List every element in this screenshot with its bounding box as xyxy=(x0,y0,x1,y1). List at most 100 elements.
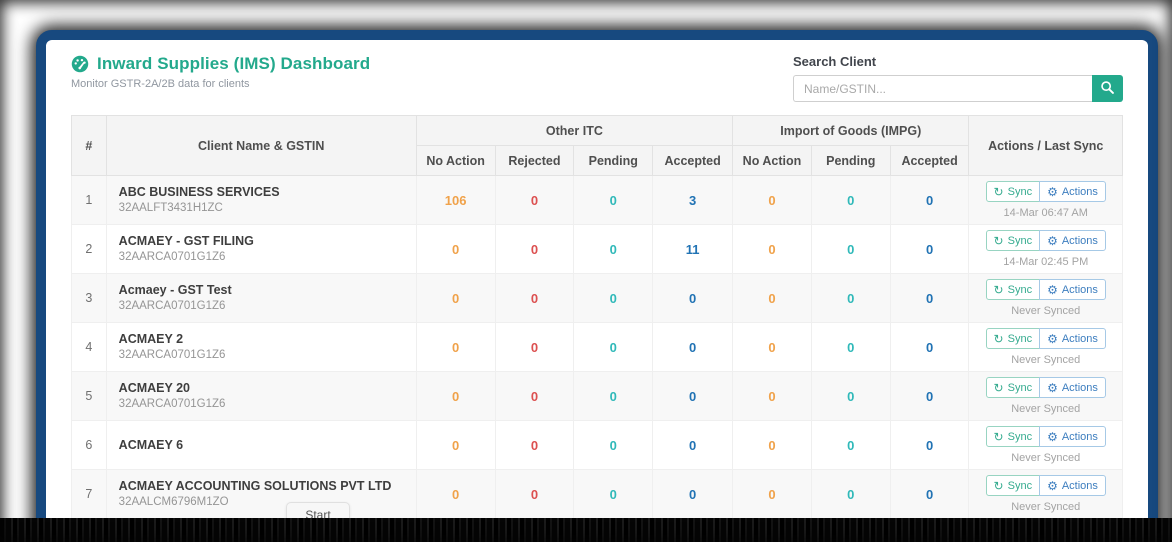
refresh-icon: ↻ xyxy=(993,184,1004,199)
impg-accepted-count: 0 xyxy=(889,322,970,372)
page-title: Inward Supplies (IMS) Dashboard xyxy=(97,54,371,73)
col-header-index: # xyxy=(71,115,107,176)
subheader-impg-pending: Pending xyxy=(810,145,891,176)
subheader-other-rejected: Rejected xyxy=(494,145,575,176)
actions-cell: ↻ Sync ⚙ Actions Never Synced xyxy=(968,420,1123,470)
impg-accepted-count: 0 xyxy=(889,420,970,470)
client-cell: ACMAEY 20 32AARCA0701G1Z6 xyxy=(105,371,417,421)
impg-pending-count: 0 xyxy=(810,175,891,225)
other-itc-accepted-count: 11 xyxy=(652,224,734,274)
impg-accepted-count: 0 xyxy=(889,469,970,519)
impg-pending-count: 0 xyxy=(810,469,891,519)
row-index: 5 xyxy=(71,371,107,421)
other-itc-no-action-count: 0 xyxy=(415,224,496,274)
other-itc-accepted-count: 3 xyxy=(652,175,734,225)
subheader-impg-no-action: No Action xyxy=(732,145,812,176)
last-sync-text: Never Synced xyxy=(1011,354,1081,366)
last-sync-text: 14-Mar 06:47 AM xyxy=(1003,207,1088,219)
other-itc-no-action-count: 106 xyxy=(415,175,496,225)
last-sync-text: 14-Mar 02:45 PM xyxy=(1003,256,1089,268)
app-window: Inward Supplies (IMS) Dashboard Monitor … xyxy=(36,30,1158,542)
table-row: 7 ACMAEY ACCOUNTING SOLUTIONS PVT LTD 32… xyxy=(71,469,1123,519)
actions-button[interactable]: ⚙ Actions xyxy=(1039,426,1106,447)
client-cell: ACMAEY ACCOUNTING SOLUTIONS PVT LTD 32AA… xyxy=(105,469,417,519)
actions-button[interactable]: ⚙ Actions xyxy=(1039,475,1106,496)
client-gstin: 32AARCA0701G1Z6 xyxy=(118,348,226,361)
table-row: 3 Acmaey - GST Test 32AARCA0701G1Z6 0 0 … xyxy=(71,273,1123,323)
actions-button[interactable]: ⚙ Actions xyxy=(1039,328,1106,349)
table-row: 5 ACMAEY 20 32AARCA0701G1Z6 0 0 0 0 0 0 … xyxy=(71,371,1123,421)
actions-cell: ↻ Sync ⚙ Actions Never Synced xyxy=(968,469,1123,519)
sync-button[interactable]: ↻ Sync xyxy=(985,426,1041,447)
clients-table: # Client Name & GSTIN Other ITC Import o… xyxy=(71,115,1123,519)
actions-cell: ↻ Sync ⚙ Actions 14-Mar 06:47 AM xyxy=(968,175,1123,225)
sync-button[interactable]: ↻ Sync xyxy=(985,377,1041,398)
col-header-client: Client Name & GSTIN xyxy=(105,115,417,176)
impg-no-action-count: 0 xyxy=(732,224,812,274)
other-itc-no-action-count: 0 xyxy=(415,273,496,323)
actions-cell: ↻ Sync ⚙ Actions Never Synced xyxy=(968,371,1123,421)
group-header-other-itc: Other ITC xyxy=(415,115,734,146)
sync-button[interactable]: ↻ Sync xyxy=(985,279,1041,300)
impg-no-action-count: 0 xyxy=(732,371,812,421)
client-gstin: 32AALCM6796M1ZO xyxy=(118,495,229,508)
header-left: Inward Supplies (IMS) Dashboard Monitor … xyxy=(71,54,370,90)
impg-accepted-count: 0 xyxy=(889,273,970,323)
impg-no-action-count: 0 xyxy=(732,322,812,372)
other-itc-pending-count: 0 xyxy=(573,322,654,372)
refresh-icon: ↻ xyxy=(993,380,1004,395)
bottom-shadow-band xyxy=(0,518,1172,542)
actions-cell: ↻ Sync ⚙ Actions Never Synced xyxy=(968,322,1123,372)
impg-pending-count: 0 xyxy=(810,273,891,323)
impg-pending-count: 0 xyxy=(810,322,891,372)
table-row: 6 ACMAEY 6 0 0 0 0 0 0 0 ↻ Sync ⚙ Actions … xyxy=(71,420,1123,470)
refresh-icon: ↻ xyxy=(993,233,1004,248)
search-icon xyxy=(1100,80,1115,98)
sync-button[interactable]: ↻ Sync xyxy=(985,230,1041,251)
other-itc-no-action-count: 0 xyxy=(415,371,496,421)
cogs-icon: ⚙ xyxy=(1047,331,1058,346)
row-index: 4 xyxy=(71,322,107,372)
subheader-other-pending: Pending xyxy=(573,145,654,176)
client-name: ACMAEY ACCOUNTING SOLUTIONS PVT LTD xyxy=(118,478,392,493)
other-itc-rejected-count: 0 xyxy=(494,224,575,274)
actions-button[interactable]: ⚙ Actions xyxy=(1039,279,1106,300)
search-button[interactable] xyxy=(1092,75,1123,102)
page-subtitle: Monitor GSTR-2A/2B data for clients xyxy=(71,78,250,90)
page-header: Inward Supplies (IMS) Dashboard Monitor … xyxy=(71,54,1123,102)
sync-button[interactable]: ↻ Sync xyxy=(985,181,1041,202)
client-gstin: 32AALFT3431H1ZC xyxy=(118,201,223,214)
other-itc-pending-count: 0 xyxy=(573,469,654,519)
other-itc-accepted-count: 0 xyxy=(652,322,734,372)
impg-no-action-count: 0 xyxy=(732,469,812,519)
cogs-icon: ⚙ xyxy=(1047,380,1058,395)
sync-button[interactable]: ↻ Sync xyxy=(985,328,1041,349)
cogs-icon: ⚙ xyxy=(1047,429,1058,444)
search-input[interactable] xyxy=(793,75,1092,102)
actions-button[interactable]: ⚙ Actions xyxy=(1039,181,1106,202)
actions-button[interactable]: ⚙ Actions xyxy=(1039,230,1106,251)
last-sync-text: Never Synced xyxy=(1011,403,1081,415)
cogs-icon: ⚙ xyxy=(1047,478,1058,493)
other-itc-accepted-count: 0 xyxy=(652,273,734,323)
actions-cell: ↻ Sync ⚙ Actions 14-Mar 02:45 PM xyxy=(968,224,1123,274)
search-label: Search Client xyxy=(793,54,877,69)
other-itc-pending-count: 0 xyxy=(573,273,654,323)
row-index: 2 xyxy=(71,224,107,274)
sync-button[interactable]: ↻ Sync xyxy=(985,475,1041,496)
actions-cell: ↻ Sync ⚙ Actions Never Synced xyxy=(968,273,1123,323)
group-header-impg: Import of Goods (IMPG) xyxy=(732,115,970,146)
client-cell: Acmaey - GST Test 32AARCA0701G1Z6 xyxy=(105,273,417,323)
other-itc-accepted-count: 0 xyxy=(652,420,734,470)
other-itc-rejected-count: 0 xyxy=(494,371,575,421)
other-itc-accepted-count: 0 xyxy=(652,371,734,421)
last-sync-text: Never Synced xyxy=(1011,305,1081,317)
refresh-icon: ↻ xyxy=(993,282,1004,297)
cogs-icon: ⚙ xyxy=(1047,233,1058,248)
refresh-icon: ↻ xyxy=(993,331,1004,346)
other-itc-pending-count: 0 xyxy=(573,420,654,470)
actions-button[interactable]: ⚙ Actions xyxy=(1039,377,1106,398)
client-name: ABC BUSINESS SERVICES xyxy=(118,184,280,199)
client-gstin: 32AARCA0701G1Z6 xyxy=(118,397,226,410)
other-itc-pending-count: 0 xyxy=(573,371,654,421)
